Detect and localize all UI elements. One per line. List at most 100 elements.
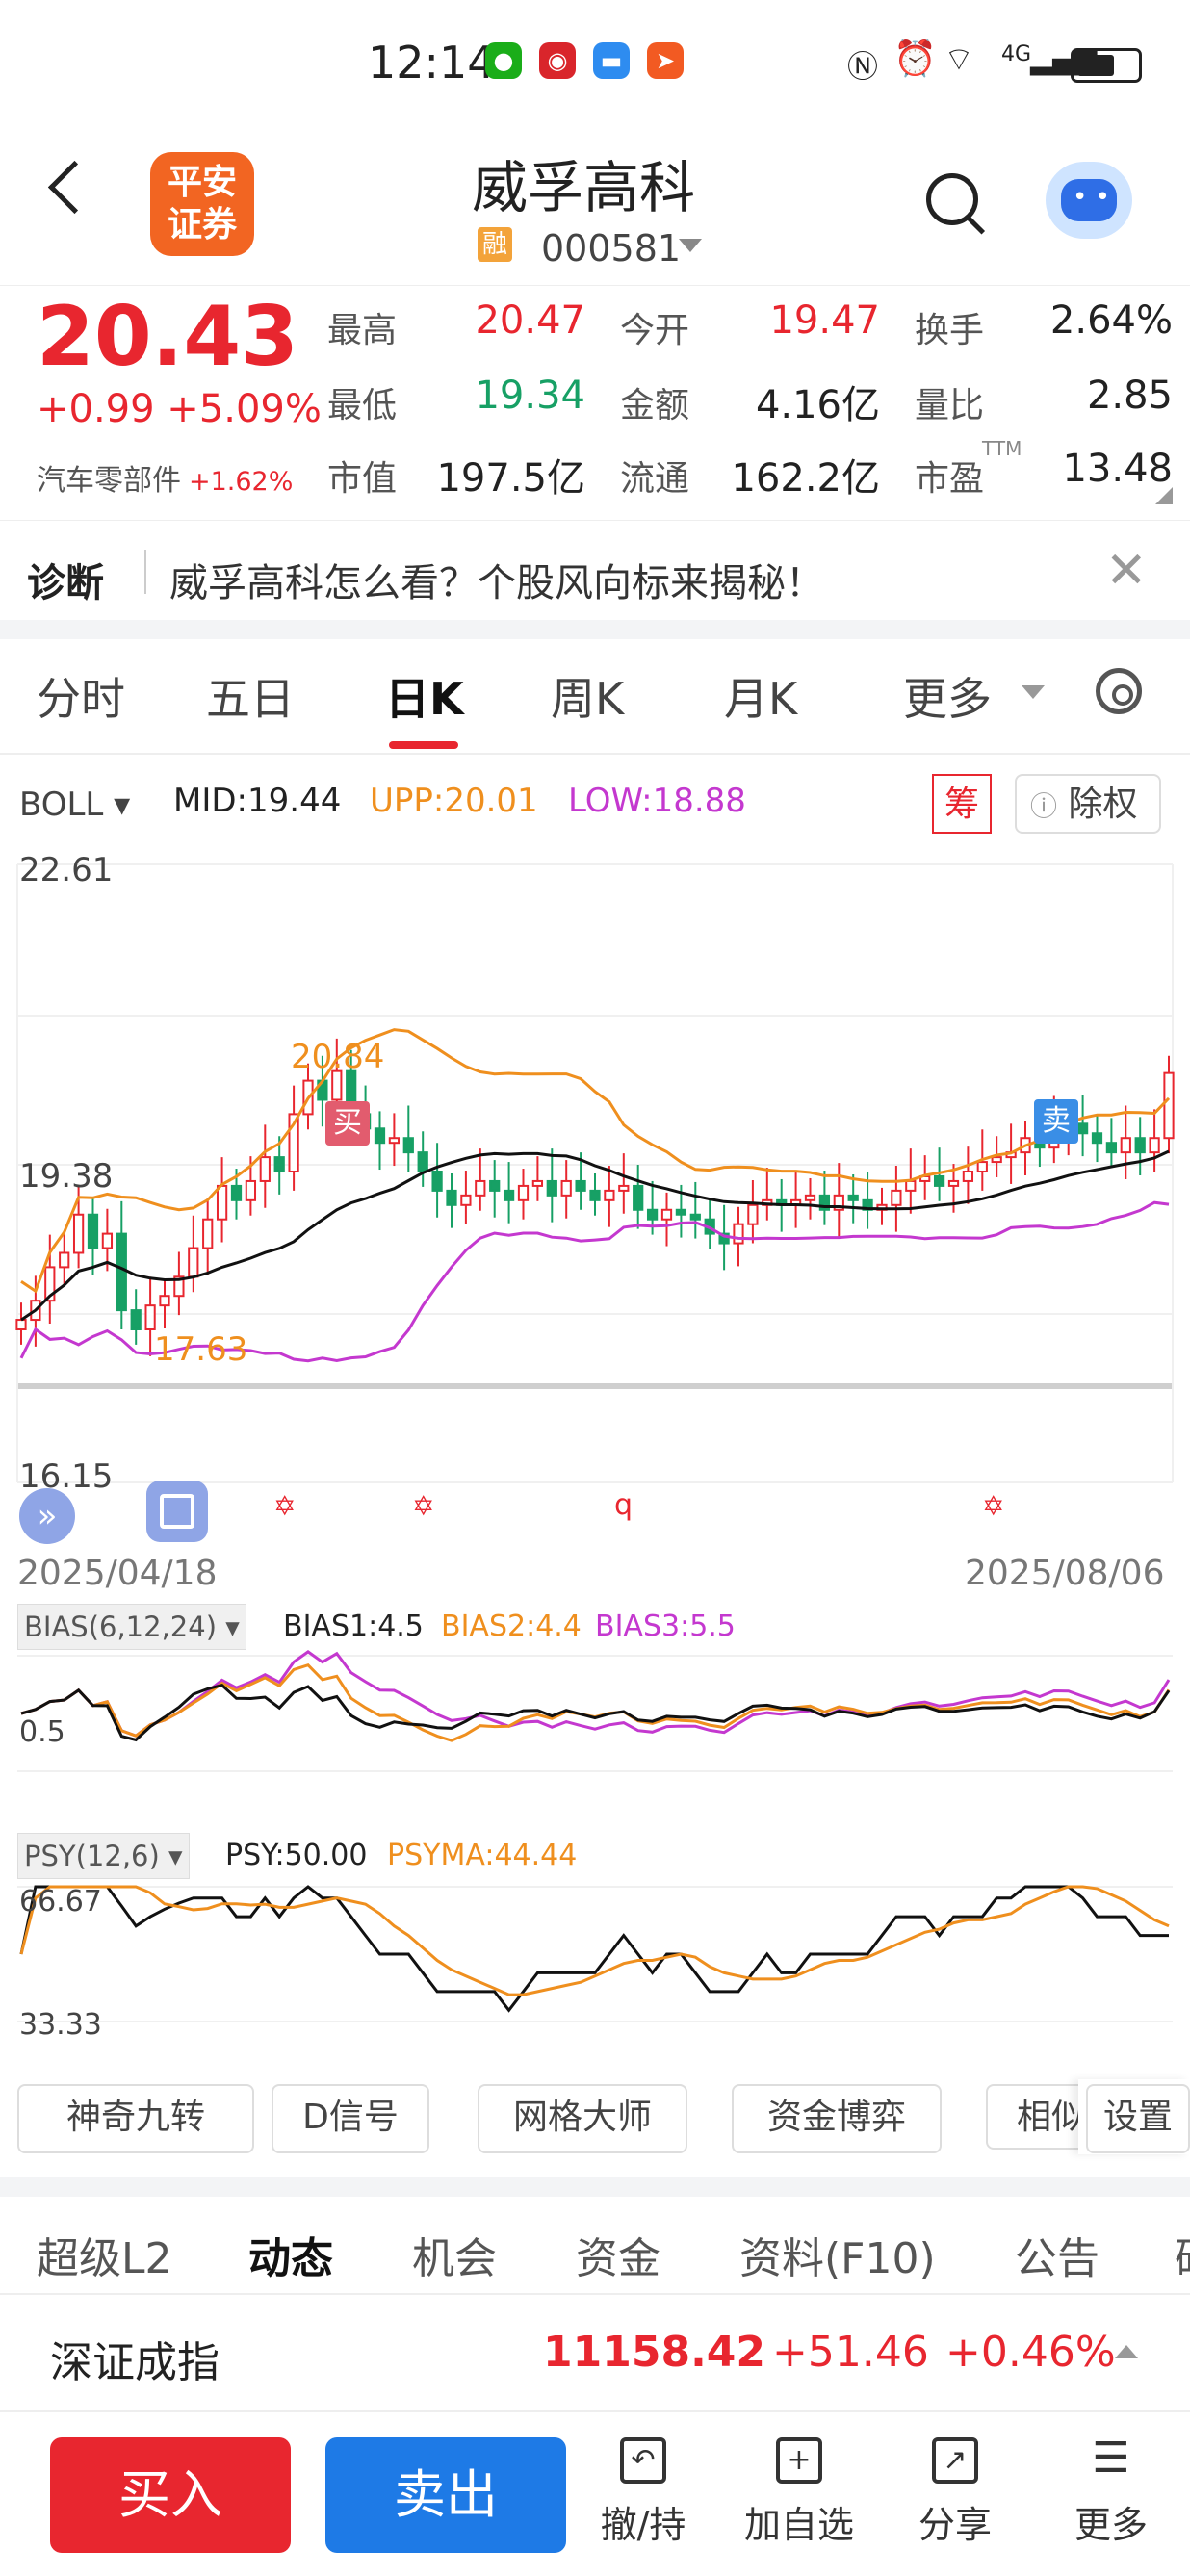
candle-body (633, 1184, 644, 1211)
gear-icon[interactable] (1096, 668, 1142, 714)
candle-body (402, 1137, 414, 1154)
event-flower-icon[interactable]: ✡ (982, 1490, 1005, 1522)
tab-2[interactable]: 日K (385, 673, 464, 725)
stat-value: 197.5亿 (436, 456, 585, 501)
tool-chip[interactable]: 相似 (986, 2084, 1092, 2150)
candle-body (747, 1203, 759, 1225)
fullscreen-icon[interactable] (146, 1481, 208, 1542)
candle-body (933, 1174, 945, 1187)
candle-body (72, 1213, 85, 1254)
candle-body (144, 1304, 156, 1330)
candle-body (689, 1213, 701, 1221)
candle-body (517, 1184, 530, 1201)
withdraw-button[interactable]: ↶ 撤/持 (585, 2437, 701, 2548)
bias-chart (17, 1650, 1173, 1772)
sell-signal-badge[interactable]: 卖 (1034, 1099, 1078, 1144)
buy-button[interactable]: 买入 (50, 2437, 291, 2553)
event-flower-icon[interactable]: ✡ (273, 1490, 297, 1522)
tab-3[interactable]: 周K (551, 673, 625, 725)
candle-body (288, 1113, 299, 1173)
detail-tab[interactable]: 公告 (1015, 2234, 1099, 2283)
chevron-up-icon[interactable] (1115, 2345, 1138, 2358)
price-change: +0.99 +5.09% (37, 387, 322, 431)
expand-corner-icon[interactable] (1155, 487, 1173, 504)
index-pct: +0.46% (945, 2328, 1116, 2377)
more-button[interactable]: ☰ 更多 (1074, 2434, 1148, 2547)
candle-body (216, 1184, 228, 1221)
bias-y-label: 0.5 (19, 1715, 65, 1749)
candle-body (675, 1208, 687, 1216)
add-watch-button[interactable]: + 加自选 (741, 2437, 857, 2548)
date-start: 2025/04/18 (17, 1554, 218, 1593)
exright-button[interactable]: ⓘ 除权 (1015, 774, 1161, 834)
psyma-value: PSYMA:44.44 (387, 1839, 578, 1872)
back-button[interactable] (47, 160, 102, 215)
settings-button[interactable]: 设置 (1086, 2084, 1190, 2153)
chevron-down-icon[interactable] (679, 239, 702, 252)
psy-selector[interactable]: PSY(12,6) ▾ (17, 1833, 190, 1879)
candle-body (245, 1179, 257, 1201)
tool-chip[interactable]: 网格大师 (478, 2084, 687, 2153)
chevron-down-icon[interactable] (1022, 685, 1045, 699)
diagnosis-bar[interactable]: 诊断 威孚高科怎么看？个股风向标来揭秘！ ✕ (0, 520, 1190, 629)
psy-line (19, 1885, 1169, 2013)
diagnosis-tag: 诊断 (27, 561, 104, 605)
netease-icon: ◉ (539, 42, 576, 79)
tab-1[interactable]: 五日 (206, 673, 295, 725)
share-button[interactable]: ↗ 分享 (897, 2437, 1013, 2548)
candle-body (59, 1251, 70, 1269)
ai-assistant-icon[interactable] (1046, 162, 1132, 239)
tool-chip[interactable]: D信号 (272, 2084, 429, 2153)
tab-0[interactable]: 分时 (37, 673, 125, 725)
stat-label: 流通 (620, 459, 690, 499)
candle-body (833, 1194, 844, 1211)
buy-signal-badge[interactable]: 买 (325, 1101, 370, 1146)
candle-body (604, 1189, 615, 1201)
candle-body (230, 1184, 243, 1201)
tab-4[interactable]: 月K (724, 673, 798, 725)
bias-selector[interactable]: BIAS(6,12,24) ▾ (17, 1604, 246, 1650)
candle-body (173, 1275, 185, 1298)
tool-chip[interactable]: 资金博弈 (732, 2084, 942, 2153)
tab-5[interactable]: 更多 (903, 673, 992, 725)
index-name: 深证成指 (50, 2338, 220, 2387)
expand-arrows-icon[interactable]: » (19, 1488, 75, 1544)
boll-upp: UPP:20.01 (370, 782, 538, 820)
stat-value: 4.16亿 (755, 383, 880, 427)
chip-button[interactable]: 筹 (932, 774, 992, 834)
tool-chip[interactable]: 神奇九转 (17, 2084, 254, 2153)
candle-body (116, 1232, 127, 1312)
candle-body (660, 1208, 673, 1221)
broker-logo: 平安 证券 (150, 152, 254, 256)
candle-body (15, 1319, 27, 1330)
boll-selector[interactable]: BOLL ▾ (19, 786, 131, 824)
stat-label: 市盈 (915, 459, 985, 499)
event-q-marker[interactable]: q (614, 1488, 634, 1522)
search-icon[interactable] (926, 173, 978, 225)
close-icon[interactable]: ✕ (1105, 542, 1148, 600)
event-flower-icon[interactable]: ✡ (412, 1490, 435, 1522)
ttm-label: TTM (982, 437, 1022, 460)
wifi-icon: ⌔ (944, 40, 974, 79)
stat-label: 最高 (327, 311, 398, 350)
y-axis-low: 16.15 (19, 1457, 114, 1496)
stat-value: 162.2亿 (731, 456, 880, 501)
stat-label: 最低 (327, 386, 398, 425)
sell-button[interactable]: 卖出 (325, 2437, 566, 2553)
kline-chart-area[interactable] (0, 837, 1190, 2099)
divider (0, 2293, 1190, 2295)
stock-code[interactable]: 000581 (541, 227, 682, 270)
info-icon: ⓘ (1030, 790, 1058, 822)
boll-low: LOW:18.88 (568, 782, 746, 820)
detail-tab[interactable]: 资料(F10) (739, 2234, 936, 2283)
stat-label: 金额 (620, 386, 690, 425)
bias1-value: BIAS1:4.5 (283, 1610, 424, 1643)
detail-tab[interactable]: 研 (1175, 2224, 1190, 2285)
detail-tab[interactable]: 资金 (576, 2234, 660, 2283)
sector-label[interactable]: 汽车零部件 +1.62% (37, 464, 294, 498)
detail-tab[interactable]: 机会 (412, 2234, 497, 2283)
index-bar[interactable]: 深证成指 11158.42 +51.46 +0.46% (0, 2295, 1190, 2410)
divider (0, 2177, 1190, 2197)
detail-tab[interactable]: 超级L2 (37, 2234, 172, 2283)
detail-tab[interactable]: 动态 (248, 2234, 333, 2283)
